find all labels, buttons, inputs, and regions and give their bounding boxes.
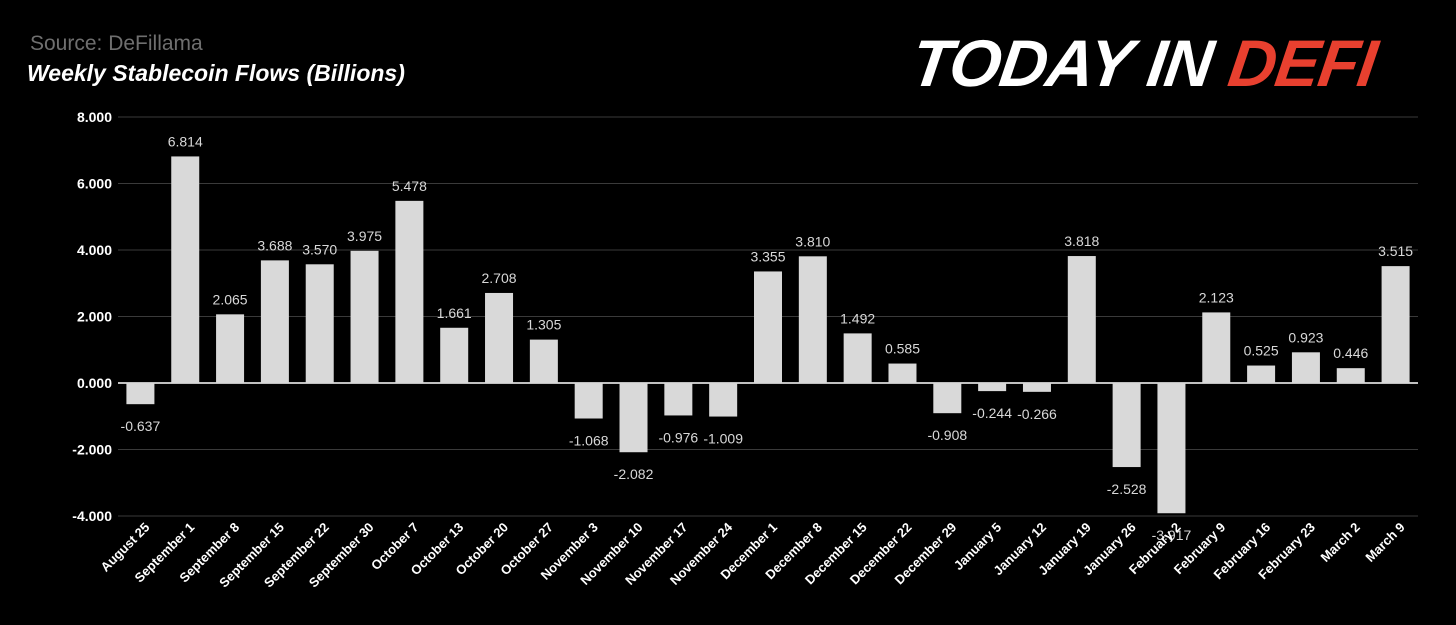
data-label: -2.528 [1107,481,1147,497]
data-label: -0.637 [121,418,161,434]
y-tick-label: 8.000 [77,109,112,125]
bar [350,250,379,383]
y-tick-label: 6.000 [77,176,112,192]
data-label: 0.525 [1244,343,1279,359]
data-label: 0.585 [885,341,920,357]
bar [1067,256,1096,383]
data-label: 1.305 [526,317,561,333]
bar [529,339,558,383]
chart-title: Weekly Stablecoin Flows (Billions) [27,60,405,86]
bar [171,156,200,383]
data-label: 3.570 [302,241,337,257]
bar [485,292,514,383]
data-label: -0.266 [1017,406,1057,422]
data-label: -0.976 [658,429,698,445]
bar [619,383,648,453]
data-label: 2.708 [482,270,517,286]
bar [709,383,738,417]
bar [1022,383,1051,392]
bar [664,383,693,416]
y-tick-label: 2.000 [77,309,112,325]
bar [216,314,245,383]
data-label: -1.009 [703,431,743,447]
data-label: 3.688 [257,237,292,253]
bar [1336,368,1365,383]
x-tick-label: March 2 [1318,520,1363,565]
data-label: 6.814 [168,133,203,149]
bar [305,264,334,383]
x-tick-label: March 9 [1362,520,1407,565]
data-label: 3.810 [795,233,830,249]
y-tick-label: 0.000 [77,375,112,391]
bar [574,383,603,419]
bar [843,333,872,383]
bar [440,327,469,383]
data-label: 1.661 [437,305,472,321]
data-label: -3.917 [1152,527,1192,543]
data-label: 0.923 [1288,329,1323,345]
bar [1157,383,1186,514]
data-label: 3.515 [1378,243,1413,259]
data-label: 3.818 [1064,233,1099,249]
bar [1291,352,1320,383]
data-label: 3.975 [347,228,382,244]
bar [978,383,1007,392]
data-label: 3.355 [750,248,785,264]
data-label: 2.065 [213,291,248,307]
data-label: 1.492 [840,310,875,326]
bar [1381,266,1410,383]
data-label: -2.082 [614,466,654,482]
bar [395,200,424,383]
bar [126,383,155,405]
data-label: -0.244 [972,405,1012,421]
bar [754,271,782,383]
y-tick-label: -4.000 [72,508,112,524]
bar [1247,365,1276,383]
data-label: -1.068 [569,433,609,449]
bar [1202,312,1231,383]
data-label: 5.478 [392,178,427,194]
bar [260,260,289,383]
data-label: -0.908 [927,427,967,443]
y-tick-label: 4.000 [77,242,112,258]
data-label: 0.446 [1333,345,1368,361]
bar [1112,383,1141,468]
bar [798,256,827,383]
data-label: 2.123 [1199,289,1234,305]
chart-source: Source: DeFillama [30,32,203,55]
bar [888,363,917,383]
y-tick-label: -2.000 [72,442,112,458]
bar [933,383,962,414]
